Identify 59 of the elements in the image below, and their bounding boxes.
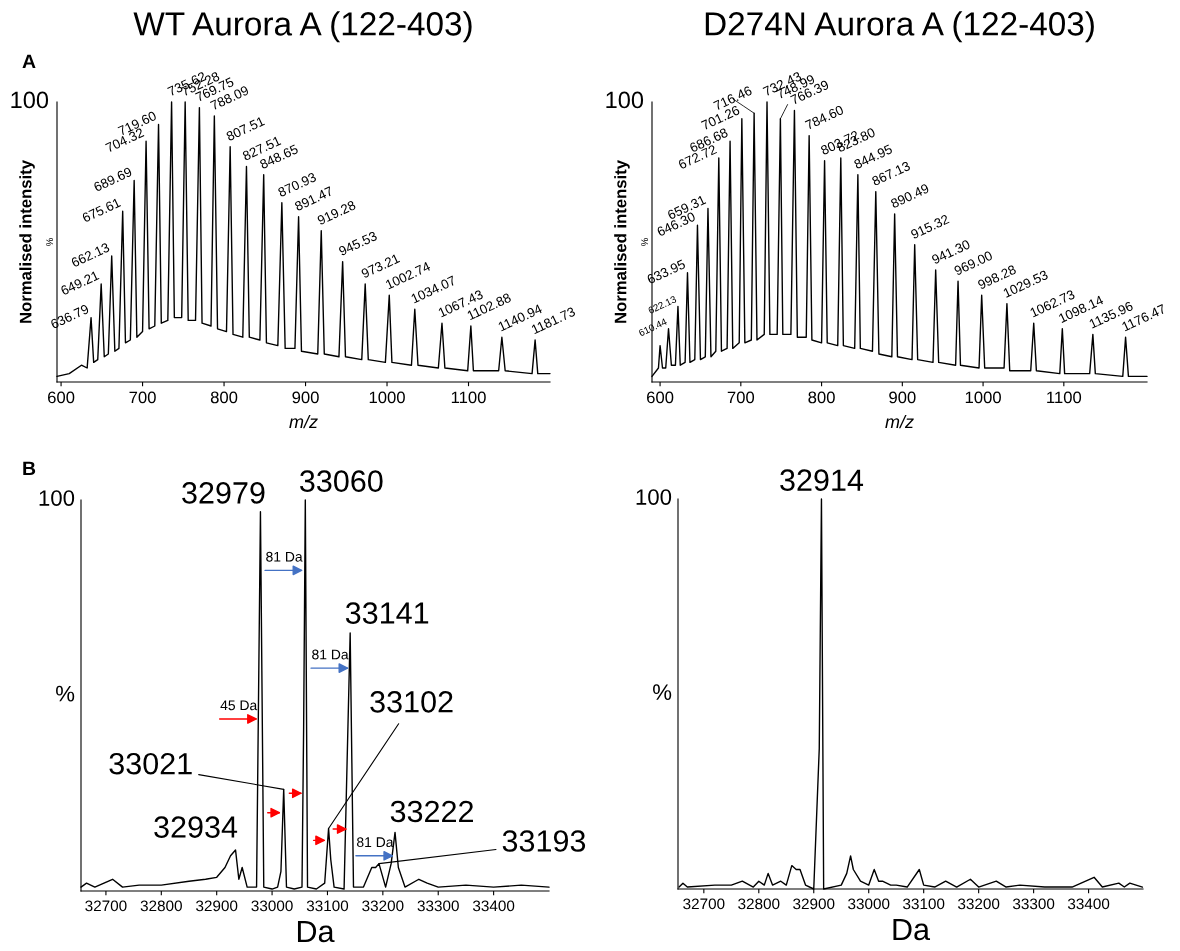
annotation: 33021 [109,752,192,775]
x-tick-label: 33100 [903,898,945,910]
annotation: 32979 [182,482,265,504]
x-tick-label: 900 [292,391,319,404]
x-tick-label: 33300 [1012,898,1055,910]
chart-title: D274N Aurora A (122-403) [705,11,1094,43]
x-tick-label: 32900 [793,898,835,910]
annotation: 32934 [154,816,238,838]
annotation: 81 Da [357,837,394,848]
text: 100 [606,91,644,109]
x-tick-label: 33300 [417,900,459,912]
x-tick-label: 33000 [251,900,293,912]
x-tick-label: 1100 [1047,391,1082,404]
text: % [641,238,649,246]
x-tick-label: 600 [647,391,674,404]
y-axis-title: Normalised intensity [614,160,630,323]
text: 100 [636,489,672,505]
x-tick-label: 33200 [958,898,1000,910]
annotation: 33141 [345,602,429,624]
x-tick-label: 33400 [1067,898,1110,910]
x-tick-label: 800 [210,391,238,404]
text: B [23,461,36,476]
x-tick-label: 32700 [683,898,725,910]
x-tick-label: 900 [889,391,916,404]
text: % [46,238,54,246]
text: 100 [11,91,49,109]
chart-title: WT Aurora A (122-403) [133,11,472,43]
x-axis-title: Da [297,920,335,943]
annotation: 33102 [370,691,453,713]
x-tick-label: 32700 [85,900,127,912]
text: A [22,54,36,69]
annotation: 33222 [390,800,473,823]
annotation: 33060 [299,470,383,492]
x-tick-label: 32800 [738,898,780,910]
x-tick-label: 700 [727,391,755,404]
x-axis-title: Da [893,918,931,941]
annotation: 32914 [780,469,864,491]
x-axis-title: m/z [885,414,914,429]
annotation: 45 Da [220,700,258,711]
text: % [653,684,672,700]
x-tick-label: 33000 [848,898,890,910]
y-axis-title: Normalised intensity [19,160,35,323]
x-tick-label: 700 [129,391,156,404]
x-tick-label: 33100 [306,900,349,912]
x-tick-label: 33400 [472,900,515,912]
x-tick-label: 600 [48,391,75,404]
x-tick-label: 1100 [451,391,486,404]
text: % [56,685,75,702]
x-tick-label: 1000 [965,391,1001,404]
x-tick-label: 33200 [362,900,404,912]
x-tick-label: 800 [808,391,835,404]
x-tick-label: 1000 [369,391,405,404]
x-axis-title: m/z [289,414,318,429]
annotation: 81 Da [266,551,303,562]
x-tick-label: 32900 [196,900,238,912]
annotation: 81 Da [312,649,349,660]
text: 100 [39,490,75,506]
x-tick-label: 32800 [140,900,182,912]
annotation: 33193 [502,830,586,852]
